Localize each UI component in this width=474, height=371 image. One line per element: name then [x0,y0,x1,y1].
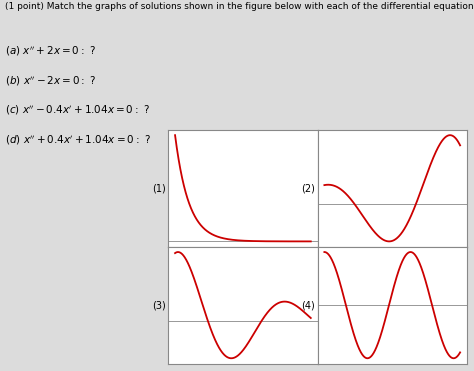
Text: $(c)\ x'' - 0.4x' + 1.04x = 0:\ ?$: $(c)\ x'' - 0.4x' + 1.04x = 0:\ ?$ [5,104,150,117]
Text: (2): (2) [301,183,315,193]
Text: (3): (3) [152,300,166,310]
Text: (1 point) Match the graphs of solutions shown in the figure below with each of t: (1 point) Match the graphs of solutions … [5,2,474,11]
Text: (4): (4) [301,300,315,310]
Text: (1): (1) [152,183,166,193]
Text: $(a)\ x'' + 2x = 0:\ ?$: $(a)\ x'' + 2x = 0:\ ?$ [5,45,96,58]
Text: $(b)\ x'' - 2x = 0:\ ?$: $(b)\ x'' - 2x = 0:\ ?$ [5,74,96,88]
Text: $(d)\ x'' + 0.4x' + 1.04x = 0:\ ?$: $(d)\ x'' + 0.4x' + 1.04x = 0:\ ?$ [5,134,151,147]
